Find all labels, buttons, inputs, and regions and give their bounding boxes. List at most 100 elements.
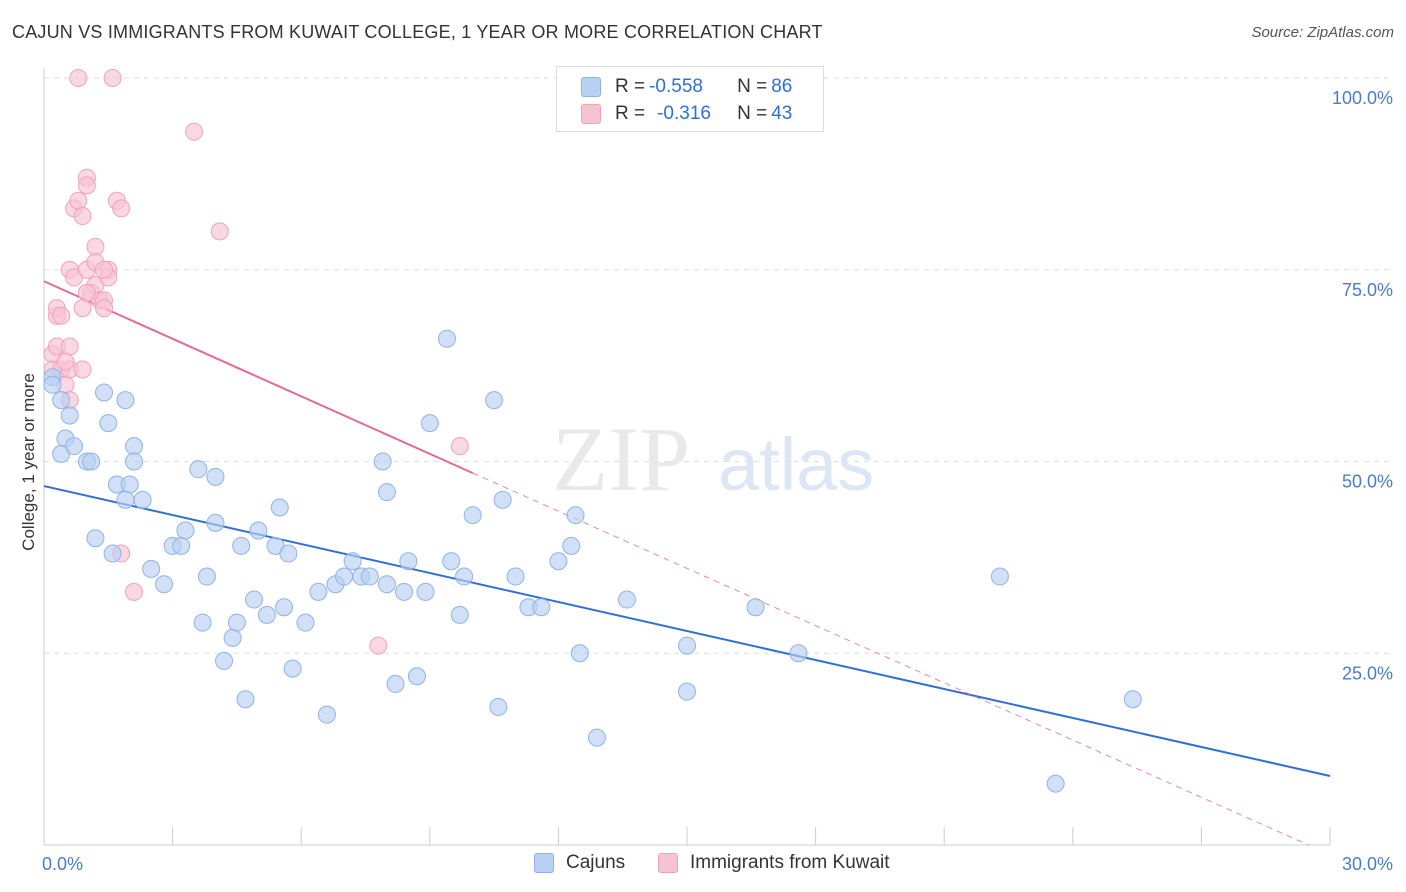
cajun-point [120, 475, 139, 494]
kuwait-point [103, 69, 122, 87]
kuwait-point [95, 299, 114, 318]
cajun-point [317, 705, 336, 724]
kuwait-n-label: N = [737, 103, 768, 124]
cajun-point [373, 452, 392, 471]
x-tick-label-min: 0.0% [42, 854, 83, 874]
cajun-point [343, 552, 362, 571]
cajun-point [60, 406, 79, 425]
cajun-point [420, 414, 439, 433]
cajun-point [485, 391, 504, 410]
cajun-point [493, 490, 512, 509]
cajun-point [1123, 690, 1142, 709]
cajun-point [65, 437, 84, 456]
cajun-point [189, 460, 208, 479]
cajun-point [197, 567, 216, 586]
cajun-point [43, 375, 62, 394]
y-tick-label: 50.0% [1342, 472, 1393, 492]
kuwait-point [69, 69, 88, 87]
cajuns-swatch [581, 77, 601, 97]
legend-row-cajuns: R = -0.558 N = 86 [581, 73, 792, 101]
legend-cajuns-label: Cajuns [566, 852, 626, 873]
cajun-point [125, 437, 144, 456]
kuwait-swatch [581, 104, 601, 124]
kuwait-point [210, 222, 229, 241]
legend-kuwait-swatch [658, 853, 678, 873]
y-tick-label: 25.0% [1342, 663, 1393, 683]
cajun-point [133, 490, 152, 509]
axes [43, 68, 1331, 846]
cajun-point [125, 452, 144, 471]
cajuns-r-label: R = [615, 76, 646, 97]
legend-item-kuwait: Immigrants from Kuwait [658, 852, 890, 874]
x-tick-label-max: 30.0% [1342, 854, 1393, 874]
kuwait-point [73, 299, 92, 318]
cajun-point [193, 613, 212, 632]
cajun-point [52, 391, 71, 410]
cajun-point [437, 329, 456, 348]
legend-kuwait-label: Immigrants from Kuwait [690, 852, 890, 873]
cajun-point [279, 544, 298, 563]
cajun-point [678, 636, 696, 655]
cajun-point [176, 521, 195, 540]
cajuns-n-label: N = [737, 76, 768, 97]
cajun-point [463, 506, 482, 525]
cajun-point [990, 567, 1009, 586]
cajun-point [116, 391, 135, 410]
cajun-point [223, 628, 242, 647]
cajun-point [450, 605, 469, 624]
cajun-point [407, 667, 426, 686]
kuwait-n-value: 43 [771, 103, 793, 124]
cajun-points [43, 329, 1142, 793]
kuwait-point [369, 636, 388, 655]
kuwait-point [77, 176, 96, 195]
cajun-point [570, 644, 589, 663]
cajun-point [296, 613, 315, 632]
cajun-point [172, 536, 191, 555]
cajun-point [532, 598, 551, 617]
kuwait-point [77, 283, 96, 302]
cajun-point [275, 598, 294, 617]
kuwait-point [52, 306, 71, 325]
kuwait-point [450, 437, 469, 456]
kuwait-point [73, 207, 92, 226]
legend-cajuns-swatch [534, 853, 554, 873]
kuwait-trendline [43, 280, 474, 474]
cajun-point [335, 567, 354, 586]
cajun-point [360, 567, 379, 586]
chart-title: CAJUN VS IMMIGRANTS FROM KUWAIT COLLEGE,… [12, 22, 823, 42]
cajun-point [245, 590, 264, 609]
cajun-point [617, 590, 636, 609]
kuwait-point [185, 122, 204, 141]
cajun-point [142, 559, 161, 578]
cajun-point [678, 682, 696, 701]
watermark-atlas: atlas [718, 423, 874, 506]
cajun-point [789, 644, 808, 663]
cajun-point [99, 414, 118, 433]
grid-lines [44, 77, 1392, 654]
cajuns-r-value: -0.558 [649, 76, 703, 97]
cajun-point [206, 467, 225, 486]
cajun-point [587, 728, 606, 747]
cajun-point [386, 674, 405, 693]
cajun-point [249, 521, 268, 540]
legend-item-cajuns: Cajuns [534, 852, 625, 874]
cajun-point [309, 582, 328, 601]
legend-row-kuwait: R = -0.316 N = 43 [581, 100, 792, 128]
cajun-point [1046, 774, 1065, 793]
cajun-point [86, 529, 105, 548]
kuwait-trendline-extension [472, 472, 1309, 846]
cajun-point [206, 513, 225, 532]
cajun-point [489, 697, 508, 716]
kuwait-r-value: -0.316 [657, 103, 711, 124]
kuwait-point [60, 337, 79, 356]
cajun-point [506, 567, 525, 586]
cajun-point [103, 544, 122, 563]
source-label: Source: ZipAtlas.com [1251, 24, 1394, 41]
trend-lines [43, 280, 1331, 846]
cajun-point [442, 552, 461, 571]
y-tick-label: 100.0% [1332, 88, 1393, 108]
cajun-point [236, 690, 255, 709]
cajun-point [283, 659, 302, 678]
kuwait-point [112, 199, 131, 218]
